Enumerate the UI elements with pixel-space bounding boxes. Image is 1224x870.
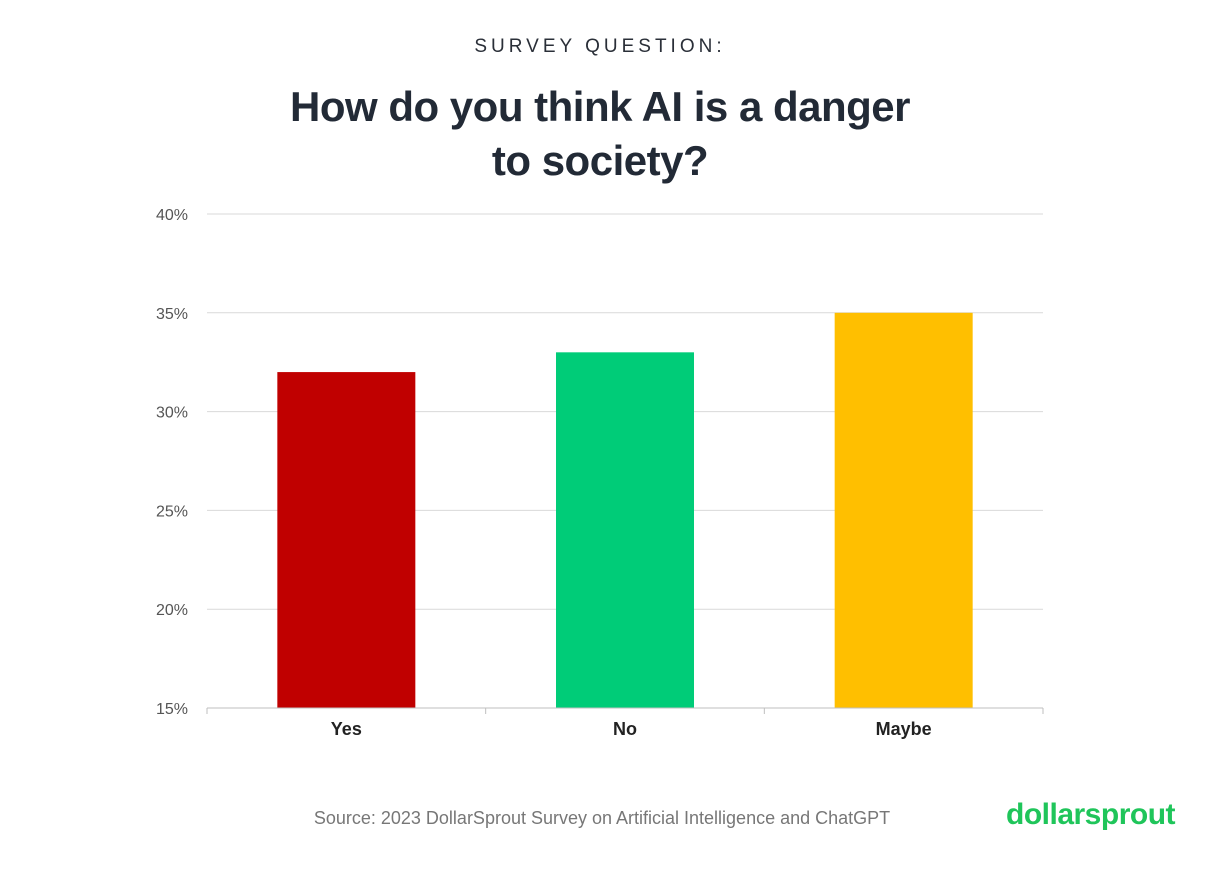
y-tick-label: 20% [156,602,188,619]
y-tick-label: 30% [156,405,188,422]
dollarsprout-logo: dollarsprout [1006,798,1176,831]
x-tick-label: No [613,719,637,739]
y-tick-label: 15% [156,701,188,718]
y-tick-label: 40% [156,207,188,224]
title-line-1: How do you think AI is a danger [290,83,911,130]
y-tick-label: 35% [156,306,188,323]
eyebrow-label: SURVEY QUESTION: [474,36,726,57]
x-tick-label: Maybe [876,719,932,739]
x-tick-label: Yes [331,719,362,739]
bar-yes [277,372,416,708]
chart-title: How do you think AI is a danger to socie… [0,80,1200,188]
y-tick-label: 25% [156,503,188,520]
bar-maybe [834,312,973,708]
source-note: Source: 2023 DollarSprout Survey on Arti… [313,808,891,828]
bar-no [556,352,694,708]
title-line-2: to society? [491,137,709,184]
